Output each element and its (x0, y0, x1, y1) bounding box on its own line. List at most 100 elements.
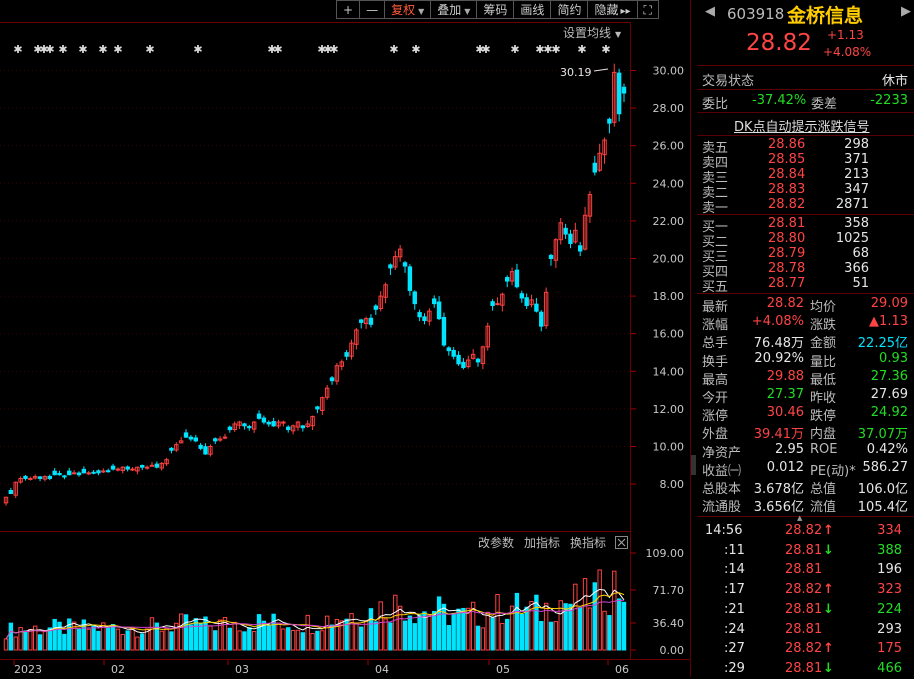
stat-value: 105.4亿 (857, 500, 908, 516)
candle-body (359, 319, 364, 323)
change-params-link[interactable]: 改参数 (478, 535, 514, 550)
volume-bar (393, 594, 398, 651)
candle-body (81, 468, 87, 474)
stat-value: 29.88 (766, 368, 804, 384)
zoom-in-button[interactable]: + (336, 0, 361, 19)
price-tick-label: 10.00 (653, 441, 685, 454)
volume-bar (470, 601, 476, 651)
bid-price: 28.78 (768, 261, 806, 276)
divider (697, 214, 914, 215)
stat-value: 27.36 (870, 368, 908, 384)
signal-marker-icon: ✱ (113, 43, 122, 56)
brief-button[interactable]: 简约 (551, 0, 589, 19)
add-indicator-link[interactable]: 加指标 (524, 535, 560, 550)
candle-body (120, 466, 125, 471)
volume-bar (368, 608, 374, 651)
volume-bar (616, 598, 622, 651)
chips-button[interactable]: 筹码 (477, 0, 515, 19)
close-icon (617, 538, 626, 547)
tick-volume: 334 (877, 523, 902, 538)
volume-bar (592, 582, 598, 651)
dk-signal-link[interactable]: DK点自动提示涨跌信号 (734, 120, 870, 135)
date-tick-label: 06 (615, 663, 629, 676)
bid-row[interactable]: 买一 28.81 358 (697, 216, 914, 235)
candle-body (417, 312, 422, 318)
draw-line-button[interactable]: 画线 (514, 0, 552, 19)
tick-time: 14:56 (705, 523, 743, 538)
signal-marker-icon: ✱ (33, 43, 42, 56)
stat-label: PE(动)* (810, 463, 856, 479)
ask-row[interactable]: 卖四 28.85 371 (697, 152, 914, 171)
stat-value: +4.08% (751, 314, 804, 330)
candle-body (154, 463, 160, 468)
volume-tick-label: 36.40 (653, 617, 685, 630)
candle-body (383, 284, 388, 298)
volume-bar (553, 621, 559, 651)
volume-bar (461, 607, 466, 651)
stat-row: 最新 28.82 均价 29.09 (697, 296, 914, 315)
hide-label: 隐藏 (594, 3, 619, 17)
signal-marker-icon: ✱ (45, 43, 54, 56)
bid-row[interactable]: 买二 28.80 1025 (697, 231, 914, 250)
volume-bar (67, 618, 72, 651)
volume-bar (334, 619, 340, 651)
overlay-button[interactable]: 叠加 ▼ (431, 0, 478, 19)
kline-chart[interactable]: 30.00 28.00 26.00 24.00 22.00 20.00 18.00 16.00… (0, 0, 697, 677)
next-stock-arrow-icon[interactable]: ▶ (901, 4, 911, 19)
ask-row[interactable]: 卖五 28.86 298 (697, 137, 914, 156)
ask-price: 28.84 (768, 167, 806, 182)
fullscreen-button[interactable]: ⛶ (637, 0, 659, 19)
tick-volume: 293 (877, 621, 902, 637)
volume-bar (242, 631, 247, 651)
ask-row[interactable]: 卖三 28.84 213 (697, 167, 914, 186)
candle-body (412, 291, 417, 305)
volume-bar (3, 638, 9, 651)
volume-bar (290, 629, 296, 651)
panel-collapse-handle[interactable] (691, 455, 696, 475)
hide-button[interactable]: 隐藏 ▸▸ (588, 0, 638, 19)
candle-body (105, 470, 111, 473)
chevron-down-icon[interactable]: ▼ (615, 30, 622, 39)
switch-indicator-link[interactable]: 换指标 (570, 535, 606, 550)
candle-body (91, 471, 96, 474)
volume-bar (383, 618, 388, 651)
close-indicator-button[interactable] (615, 536, 628, 549)
candle-body (57, 472, 62, 476)
volume-bar (251, 631, 257, 651)
ask-row[interactable]: 卖一 28.82 2871 (697, 197, 914, 216)
bid-row[interactable]: 买五 28.77 51 (697, 276, 914, 295)
tick-row: :29 28.81 ↓ 466 (697, 661, 914, 679)
volume-bar (23, 630, 28, 651)
candle-body (388, 264, 393, 269)
stat-label: ROE (810, 441, 838, 457)
volume-bar (261, 620, 267, 651)
ask-row[interactable]: 卖二 28.83 347 (697, 182, 914, 201)
overlay-label: 叠加 (437, 3, 462, 17)
tick-time: :11 (724, 542, 745, 558)
signal-marker-icon: ✱ (323, 43, 332, 56)
bid-level-label: 买一 (702, 220, 729, 235)
bid-row[interactable]: 买三 28.79 68 (697, 246, 914, 265)
bid-row[interactable]: 买四 28.78 366 (697, 261, 914, 280)
candle-body (436, 301, 442, 320)
collapse-arrow-icon[interactable]: ▲ (797, 514, 803, 522)
restore-rights-button[interactable]: 复权 ▼ (385, 0, 432, 19)
stat-value: 0.012 (766, 459, 804, 475)
price-grid (0, 70, 630, 485)
bid-price: 28.81 (768, 216, 806, 231)
volume-bar (193, 618, 198, 651)
signal-marker-icon: ✱ (58, 43, 67, 56)
prev-stock-arrow-icon[interactable]: ◀ (705, 4, 715, 19)
volume-bar (227, 627, 233, 651)
candle-body (76, 472, 82, 476)
price-axis: 30.00 28.00 26.00 24.00 22.00 20.00 18.00 16.00… (631, 65, 685, 491)
date-tick-label: 03 (235, 663, 249, 676)
volume-bar (276, 622, 281, 651)
volume-bar (480, 627, 486, 651)
ma-settings-link[interactable]: 设置均线 (563, 26, 611, 40)
candle-body (193, 437, 198, 442)
ask-level-label: 卖三 (702, 171, 729, 186)
zoom-out-button[interactable]: — (360, 0, 386, 19)
stat-value: 30.46 (766, 405, 804, 421)
candle-body (407, 266, 413, 291)
